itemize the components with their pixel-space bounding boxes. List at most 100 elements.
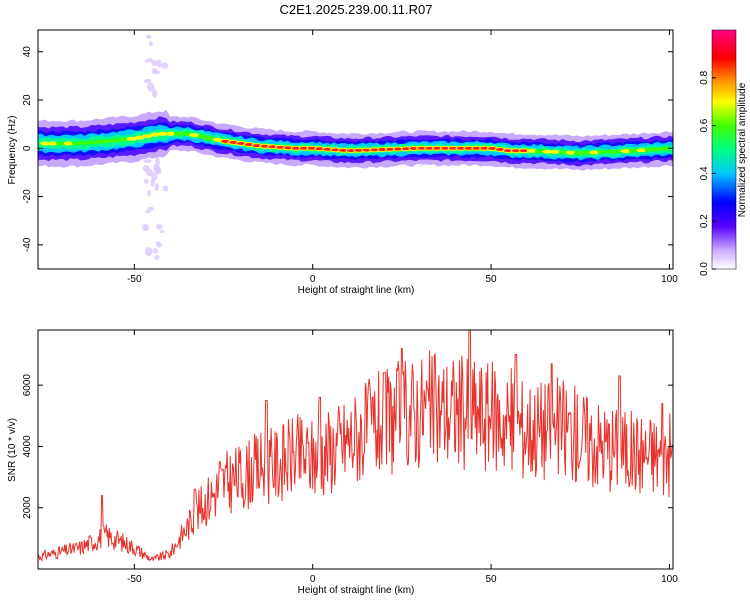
- heatmap-speckle: [146, 189, 152, 197]
- heatmap-cell: [644, 147, 655, 152]
- heatmap-speckle: [151, 172, 158, 181]
- colorbar-tick-label: 0.6: [699, 118, 710, 132]
- heatmap-speckle: [152, 70, 161, 75]
- snr-x-tick-label: 50: [485, 574, 497, 585]
- colorbar-tick-label: 0.8: [699, 70, 710, 84]
- heatmap-speckle: [145, 34, 152, 40]
- heatmap-speckle: [146, 168, 153, 177]
- colorbar-ticks: 0.0 0.2 0.4 0.6 0.8: [699, 70, 716, 276]
- figure-title: C2E1.2025.239.00.11.R07: [280, 2, 433, 17]
- heatmap-speckle: [152, 89, 158, 98]
- heatmap-y-tick-label: -40: [22, 237, 33, 252]
- heatmap-speckle: [143, 78, 152, 84]
- heatmap-speckle: [143, 179, 149, 184]
- heatmap-speckle: [153, 164, 158, 172]
- heatmap-cell: [613, 149, 624, 154]
- heatmap-cell: [189, 133, 200, 138]
- heatmap-speckle: [154, 254, 160, 261]
- heatmap-y-label: Frequency (Hz): [7, 116, 18, 185]
- heatmap-cell: [87, 140, 98, 145]
- heatmap-x-tick-label: 0: [310, 274, 316, 285]
- snr-x-tick-label: -50: [127, 574, 142, 585]
- heatmap-x-tick-label: 50: [485, 274, 497, 285]
- heatmap-cell: [628, 148, 639, 153]
- colorbar: 0.0 0.2 0.4 0.6 0.8 Normalized spectral ampl…: [699, 29, 748, 276]
- heatmap-cell: [126, 136, 137, 141]
- heatmap-speckle: [143, 159, 152, 164]
- heatmap-cell: [118, 137, 129, 142]
- snr-y-tick-label: 4000: [22, 435, 33, 458]
- heatmap-cell: [636, 148, 647, 153]
- snr-frame: [37, 329, 674, 570]
- heatmap-x-tick-label: 100: [661, 274, 678, 285]
- heatmap-cell: [181, 131, 192, 136]
- heatmap-speckle: [145, 209, 151, 214]
- heatmap-cell: [620, 149, 631, 154]
- heatmap-cell: [558, 150, 569, 155]
- snr-y-tick-label: 2000: [22, 496, 33, 519]
- heatmap-speckle: [142, 223, 149, 232]
- heatmap-speckle: [153, 248, 159, 254]
- heatmap-speckle: [144, 59, 149, 63]
- heatmap-cell: [95, 139, 106, 144]
- heatmap-cell: [589, 150, 600, 155]
- heatmap-x-tick-label: -50: [127, 274, 142, 285]
- heatmap-cell: [605, 149, 616, 154]
- snr-axes: -50 0 50 100 2000 4000 6000: [22, 330, 678, 585]
- heatmap-cell: [157, 131, 168, 136]
- snr-panel: -50 0 50 100 2000 4000 6000 Height of straight…: [7, 329, 678, 596]
- snr-x-label: Height of straight line (km): [298, 585, 415, 596]
- heatmap-cell: [47, 141, 58, 146]
- colorbar-tick-label: 0.2: [699, 214, 710, 228]
- heatmap-cell: [173, 131, 184, 136]
- heatmap-y-tick-label: -20: [22, 189, 33, 204]
- snr-x-tick-label: 0: [310, 574, 316, 585]
- heatmap-speckle: [151, 59, 158, 66]
- snr-y-label: SNR (10 * v/v): [7, 418, 18, 482]
- heatmap-cell: [660, 146, 671, 151]
- heatmap-cell: [565, 150, 576, 155]
- heatmap-cell: [197, 134, 208, 139]
- heatmap-y-tick-label: 0: [22, 145, 33, 151]
- heatmap-cell: [165, 131, 176, 136]
- heatmap-ridge: [38, 34, 673, 261]
- heatmap-cell: [102, 139, 113, 144]
- heatmap-cell: [204, 136, 215, 141]
- heatmap-speckle: [156, 59, 162, 68]
- heatmap-speckle: [162, 185, 169, 192]
- heatmap-panel: -50 0 50 100 -40 -20 0 20 40 Height of straight …: [7, 29, 678, 296]
- heatmap-cell: [581, 150, 592, 155]
- heatmap-cell: [79, 141, 90, 146]
- heatmap-cell: [142, 134, 153, 139]
- heatmap-speckle: [154, 183, 160, 192]
- heatmap-cell: [652, 147, 663, 152]
- heatmap-speckle: [155, 241, 162, 245]
- heatmap-cell: [150, 132, 161, 137]
- heatmap-speckle: [150, 178, 155, 187]
- heatmap-speckle: [148, 41, 153, 47]
- heatmap-cell: [534, 149, 545, 154]
- heatmap-speckle: [155, 157, 160, 167]
- heatmap-cell: [63, 141, 74, 146]
- heatmap-frame: [37, 29, 674, 270]
- heatmap-speckle: [156, 223, 163, 230]
- colorbar-gradient: [711, 29, 737, 270]
- heatmap-cell: [573, 151, 584, 156]
- heatmap-axes: -50 0 50 100 -40 -20 0 20 40: [22, 30, 678, 285]
- heatmap-speckle: [147, 82, 155, 92]
- heatmap-cell: [597, 150, 608, 155]
- heatmap-cell: [55, 141, 66, 146]
- colorbar-label: Normalized spectral amplitude: [737, 82, 748, 217]
- snr-series-line: [38, 330, 673, 563]
- heatmap-cell: [526, 148, 537, 153]
- heatmap-cell: [550, 149, 561, 154]
- heatmap-cell: [71, 141, 82, 146]
- heatmap-cell: [40, 141, 51, 146]
- colorbar-tick-label: 0.0: [699, 262, 710, 276]
- snr-y-tick-label: 6000: [22, 374, 33, 397]
- heatmap-speckle: [159, 230, 165, 234]
- heatmap-cell: [110, 138, 121, 143]
- colorbar-tick-label: 0.4: [699, 166, 710, 180]
- heatmap-speckle: [146, 252, 151, 256]
